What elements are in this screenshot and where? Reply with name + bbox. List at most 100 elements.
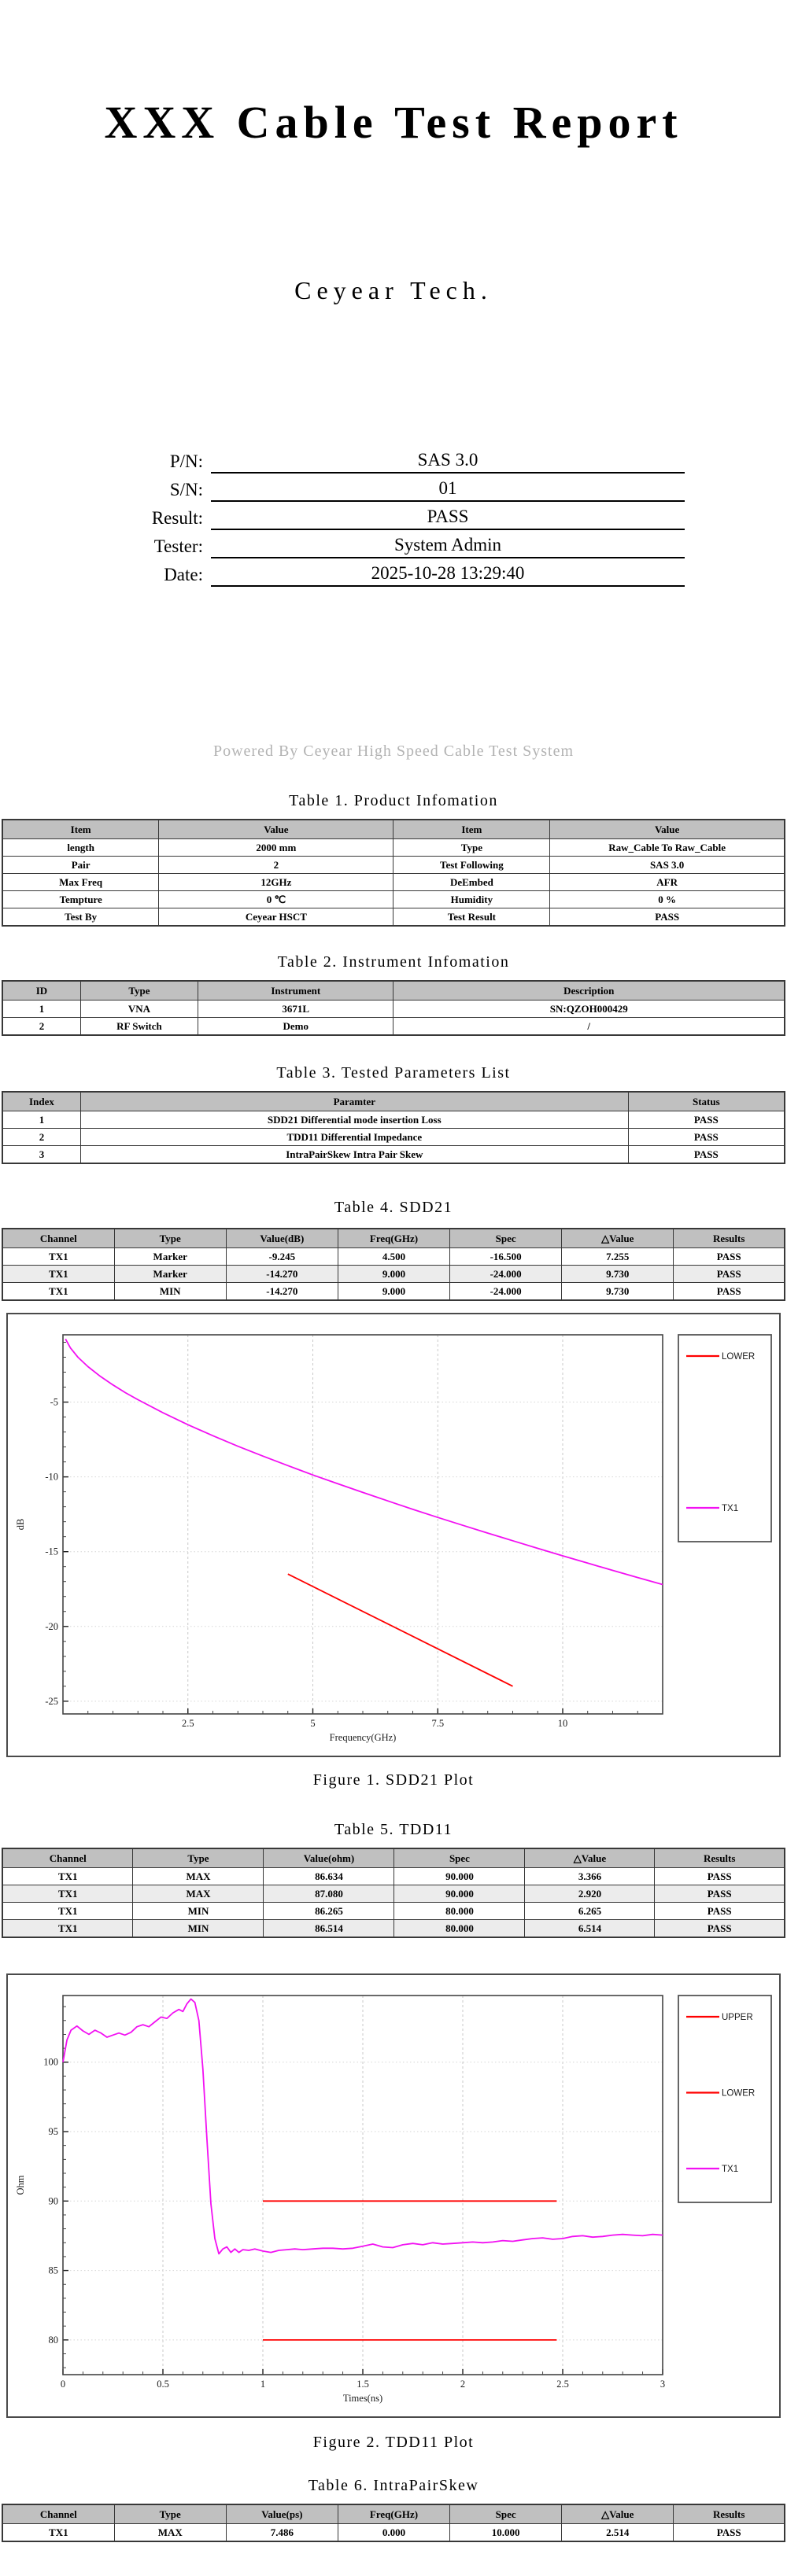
svg-text:95: 95: [49, 2126, 59, 2137]
table5-caption: Table 5. TDD11: [334, 1821, 453, 1839]
table-tdd11: Channel Type Value(ohm) Spec △Value Results TX…: [2, 1848, 785, 1939]
table-cell: RF Switch: [79, 1017, 198, 1036]
plot-border: [62, 1995, 663, 2376]
table-cell: 10.000: [449, 2523, 563, 2542]
table-cell: Raw_Cable To Raw_Cable: [549, 838, 785, 857]
table-cell: SN:QZOH000429: [393, 1000, 785, 1019]
table-cell: -24.000: [449, 1282, 563, 1301]
table-cell: -16.500: [449, 1247, 563, 1266]
table-cell: 3: [2, 1145, 81, 1164]
table-cell: MIN: [132, 1919, 264, 1938]
report-table: Channel Type Value(ohm) Spec △Value Results TX…: [2, 1848, 785, 1939]
table-cell: 87.080: [263, 1885, 395, 1903]
table-cell: length: [2, 838, 160, 857]
table-cell: SDD21 Differential mode insertion Loss: [79, 1111, 629, 1130]
column-header: Channel: [2, 2504, 115, 2525]
column-header: Item: [393, 819, 551, 840]
table-cell: 0 ℃: [158, 890, 394, 909]
column-header: Paramter: [79, 1091, 629, 1112]
table-row: TX1 MAX 7.486 0.000 10.000 2.514 PASS: [2, 2523, 785, 2542]
column-header: △Value: [524, 1848, 656, 1869]
svg-text:7.5: 7.5: [431, 1718, 444, 1729]
table-cell: Ceyear HSCT: [158, 908, 394, 927]
column-header: Results: [673, 2504, 785, 2525]
column-header: Channel: [2, 1228, 115, 1249]
column-header: Value: [549, 819, 785, 840]
table-row: TX1 Marker -9.245 4.500 -16.500 7.255 PASS: [2, 1247, 785, 1266]
table-cell: 2: [158, 856, 394, 875]
table-cell: -14.270: [225, 1265, 338, 1284]
figure1-caption: Figure 1. SDD21 Plot: [312, 1771, 475, 1789]
field-row-result: Result: PASS: [0, 502, 787, 531]
table-cell: 9.000: [337, 1265, 451, 1284]
column-header: Value(ps): [225, 2504, 338, 2525]
table-cell: MIN: [132, 1902, 264, 1921]
report-table: Index Paramter Status 1 SDD21 Differential m…: [2, 1091, 785, 1165]
table-cell: 0 %: [549, 890, 785, 909]
table-row: Tempture 0 ℃ Humidity 0 %: [2, 890, 785, 909]
gridlines: [63, 1335, 663, 1715]
table-sdd21: Channel Type Value(dB) Freq(GHz) Spec △Value R…: [2, 1228, 785, 1302]
table-cell: 12GHz: [158, 873, 394, 892]
table-cell: 6.514: [524, 1919, 656, 1938]
table-cell: MIN: [113, 1282, 227, 1301]
table-cell: TX1: [2, 1282, 115, 1301]
table-cell: PASS: [673, 1265, 785, 1284]
table-cell: PASS: [673, 1282, 785, 1301]
table-row: TX1 MIN 86.265 80.000 6.265 PASS: [2, 1902, 785, 1921]
x-axis-label: Times(ns): [343, 2393, 382, 2404]
legend-label-LOWER: LOWER: [722, 1352, 755, 1362]
table-intrapairskew: Channel Type Value(ps) Freq(GHz) Spec △Value R…: [2, 2504, 785, 2543]
table-cell: Tempture: [2, 890, 160, 909]
table-cell: Max Freq: [2, 873, 160, 892]
table-header-row: ID Type Instrument Description: [2, 980, 785, 1001]
table-header-row: Channel Type Value(ohm) Spec △Value Results: [2, 1848, 785, 1869]
table4-caption: Table 4. SDD21: [334, 1199, 453, 1217]
table-cell: PASS: [654, 1902, 785, 1921]
table-cell: Pair: [2, 856, 160, 875]
legend: UPPER LOWER TX1: [678, 1995, 772, 2204]
field-row-sn: S/N: 01: [0, 474, 787, 503]
table-cell: PASS: [627, 1145, 785, 1164]
legend-label-LOWER: LOWER: [722, 2089, 755, 2099]
column-header: Results: [654, 1848, 785, 1869]
plot-border: [62, 1334, 663, 1715]
result-value: PASS: [211, 505, 685, 531]
table-row: Max Freq 12GHz DeEmbed AFR: [2, 873, 785, 892]
date-value: 2025-10-28 13:29:40: [211, 562, 685, 588]
legend: LOWER TX1: [678, 1334, 772, 1543]
table-cell: PASS: [549, 908, 785, 927]
table-cell: TX1: [2, 1265, 115, 1284]
table-tested-parameters: Index Paramter Status 1 SDD21 Differential m…: [2, 1091, 785, 1165]
svg-text:3: 3: [660, 2379, 665, 2390]
report-table: Channel Type Value(dB) Freq(GHz) Spec △Value R…: [2, 1228, 785, 1302]
figure2-caption: Figure 2. TDD11 Plot: [312, 2434, 475, 2452]
table-row: TX1 MIN 86.514 80.000 6.514 PASS: [2, 1919, 785, 1938]
table-cell: 0.000: [337, 2523, 451, 2542]
pn-label: P/N:: [169, 451, 203, 472]
table-cell: 1: [2, 1000, 81, 1019]
pn-value: SAS 3.0: [211, 448, 685, 474]
table-cell: TX1: [2, 1247, 115, 1266]
column-header: Item: [2, 819, 160, 840]
table-cell: PASS: [654, 1867, 785, 1886]
svg-text:1.5: 1.5: [357, 2379, 369, 2390]
svg-text:80: 80: [49, 2335, 59, 2346]
table-cell: 4.500: [337, 1247, 451, 1266]
table-instrument-information: ID Type Instrument Description 1 VNA 3671L SN:Q…: [2, 980, 785, 1037]
table-cell: -9.245: [225, 1247, 338, 1266]
table-cell: 7.255: [561, 1247, 674, 1266]
report-table: Channel Type Value(ps) Freq(GHz) Spec △Value R…: [2, 2504, 785, 2543]
column-header: Instrument: [197, 980, 394, 1001]
table-cell: TDD11 Differential Impedance: [79, 1128, 629, 1147]
table-cell: TX1: [2, 1919, 134, 1938]
table-cell: Humidity: [393, 890, 551, 909]
table-cell: 3671L: [197, 1000, 394, 1019]
field-row-pn: P/N: SAS 3.0: [0, 445, 787, 474]
column-header: Type: [113, 2504, 227, 2525]
svg-text:10: 10: [558, 1718, 568, 1729]
svg-text:5: 5: [310, 1718, 315, 1729]
table-cell: 6.265: [524, 1902, 656, 1921]
column-header: △Value: [561, 1228, 674, 1249]
